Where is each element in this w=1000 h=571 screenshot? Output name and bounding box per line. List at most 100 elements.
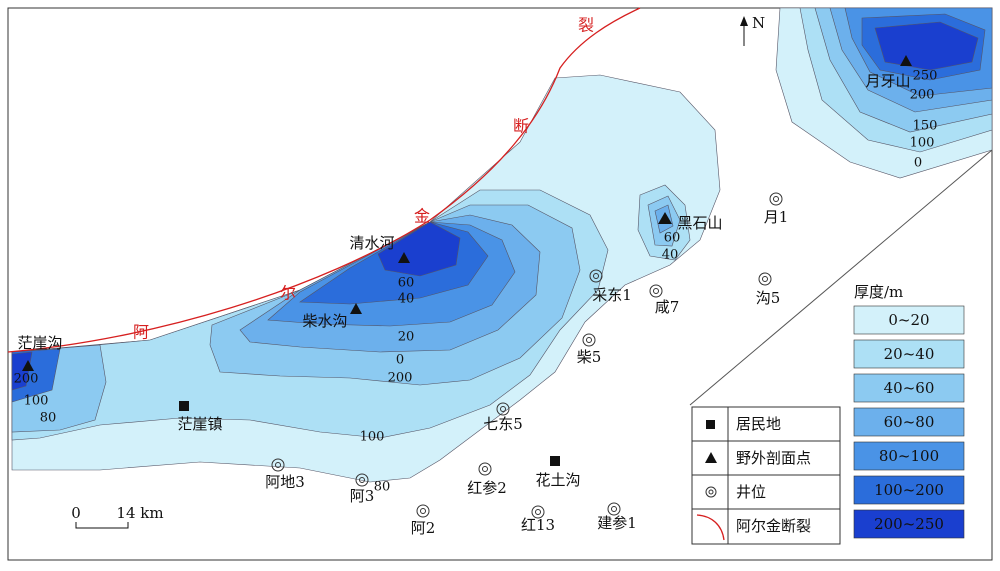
contour-label: 100 [360, 430, 385, 445]
well-symbol [420, 508, 426, 514]
place-label: 茫崖沟 [17, 334, 62, 352]
fault-label: 尔 [280, 284, 296, 303]
well-label: 月1 [764, 208, 789, 226]
legend-swatch [853, 305, 965, 335]
place-label: 清水河 [349, 234, 394, 252]
thickness-legend: 厚度/m 0~20 20~40 40~60 60~80 80~100 100~200 200… [853, 283, 965, 539]
contour-label: 60 [398, 276, 415, 291]
profile-points: 清水河 柴水沟 茫崖沟 月牙山 黑石山 [17, 55, 912, 371]
boundary-line [689, 149, 993, 406]
well-symbol [535, 509, 541, 515]
place-label: 月牙山 [865, 72, 910, 90]
contour-label: 20 [398, 330, 415, 345]
well-symbol [500, 406, 506, 412]
well-symbol [705, 486, 717, 498]
scale-line [75, 522, 129, 529]
well-symbol [607, 502, 621, 516]
well-symbol [531, 505, 545, 519]
well-label: 红13 [521, 516, 555, 534]
zone [874, 21, 979, 71]
well-symbol [708, 489, 714, 495]
contour-label: 40 [662, 248, 679, 263]
legend-label: 60~80 [884, 413, 935, 431]
wells: 采东1 咸7 柴5 七东5 阿地3 阿3 阿2 红参2 红13 建参1 月1 沟5 [265, 192, 789, 537]
legend-swatch [853, 373, 965, 403]
well-symbol [769, 192, 783, 206]
legend-label: 100~200 [874, 481, 944, 499]
legend-label: 井位 [736, 483, 766, 501]
place-label: 茫崖镇 [177, 415, 222, 433]
fault-label: 阿 [133, 323, 149, 342]
legend-swatch [853, 509, 965, 539]
legend-label: 200~250 [874, 515, 944, 533]
well-symbol [589, 269, 603, 283]
contour-label: 250 [913, 69, 938, 84]
contour-label: 150 [913, 119, 938, 134]
fault-symbol [696, 514, 725, 541]
legend-swatch [853, 339, 965, 369]
well-label: 建参1 [597, 514, 637, 532]
well-symbol [586, 337, 592, 343]
triangle [22, 360, 34, 371]
contour-label: 100 [910, 136, 935, 151]
contour-labels: 200 100 80 60 40 20 0 200 100 80 60 40 2… [14, 69, 938, 495]
contour-label: 0 [396, 353, 404, 368]
fault-label: 断 [513, 117, 529, 136]
contour-label: 0 [914, 156, 922, 171]
triangle [398, 252, 410, 263]
legend-label: 阿尔金断裂 [736, 517, 811, 535]
well-symbol [758, 272, 772, 286]
triangle [350, 303, 362, 314]
contour-label: 40 [398, 292, 415, 307]
legend-swatch [853, 407, 965, 437]
thickness-areas [11, 7, 993, 483]
legend-label: 野外剖面点 [736, 449, 811, 467]
well-symbol [611, 506, 617, 512]
place-label: 黑石山 [677, 214, 722, 232]
contour-label: 200 [910, 88, 935, 103]
well-symbol [482, 466, 488, 472]
place-label: 花土沟 [535, 471, 580, 489]
well-label: 沟5 [756, 289, 781, 307]
contour-label: 200 [388, 371, 413, 386]
well-label: 阿2 [411, 519, 436, 537]
well-label: 阿地3 [265, 473, 305, 491]
legend-label: 20~40 [884, 345, 935, 363]
place-label: 柴水沟 [302, 312, 347, 330]
legend-swatch [853, 475, 965, 505]
well-symbol [593, 273, 599, 279]
well-symbol [275, 462, 281, 468]
triangle [658, 212, 672, 224]
well-label: 采东1 [592, 286, 632, 304]
contour-label: 200 [14, 372, 39, 387]
north-label: N [752, 14, 765, 32]
contour-label: 80 [374, 480, 391, 495]
well-label: 阿3 [350, 487, 375, 505]
north-arrow: N [740, 14, 765, 46]
contour-label: 100 [24, 394, 49, 409]
scale-bar: 0 14 km [71, 504, 164, 529]
legend-label: 40~60 [884, 379, 935, 397]
fault-line [7, 7, 641, 353]
triangle [900, 55, 912, 66]
symbol-legend: 居民地 野外剖面点 井位 阿尔金断裂 [691, 406, 841, 545]
square [550, 456, 560, 466]
well-symbol [653, 288, 659, 294]
scale-label: 14 km [116, 504, 163, 522]
fault-labels: 阿 尔 金 断 裂 [133, 16, 594, 342]
well-symbol [649, 284, 663, 298]
legend-label: 0~20 [888, 311, 929, 329]
well-label: 七东5 [483, 415, 523, 433]
well-symbol [773, 196, 779, 202]
fault-label: 金 [414, 207, 430, 226]
legend-label: 80~100 [879, 447, 939, 465]
well-symbol [762, 276, 768, 282]
north-head [740, 16, 748, 26]
well-symbol [416, 504, 430, 518]
legend-title: 厚度/m [854, 283, 903, 301]
well-symbol [271, 458, 285, 472]
well-label: 柴5 [577, 348, 602, 366]
well-label: 红参2 [467, 479, 507, 497]
contour-label: 80 [40, 411, 57, 426]
